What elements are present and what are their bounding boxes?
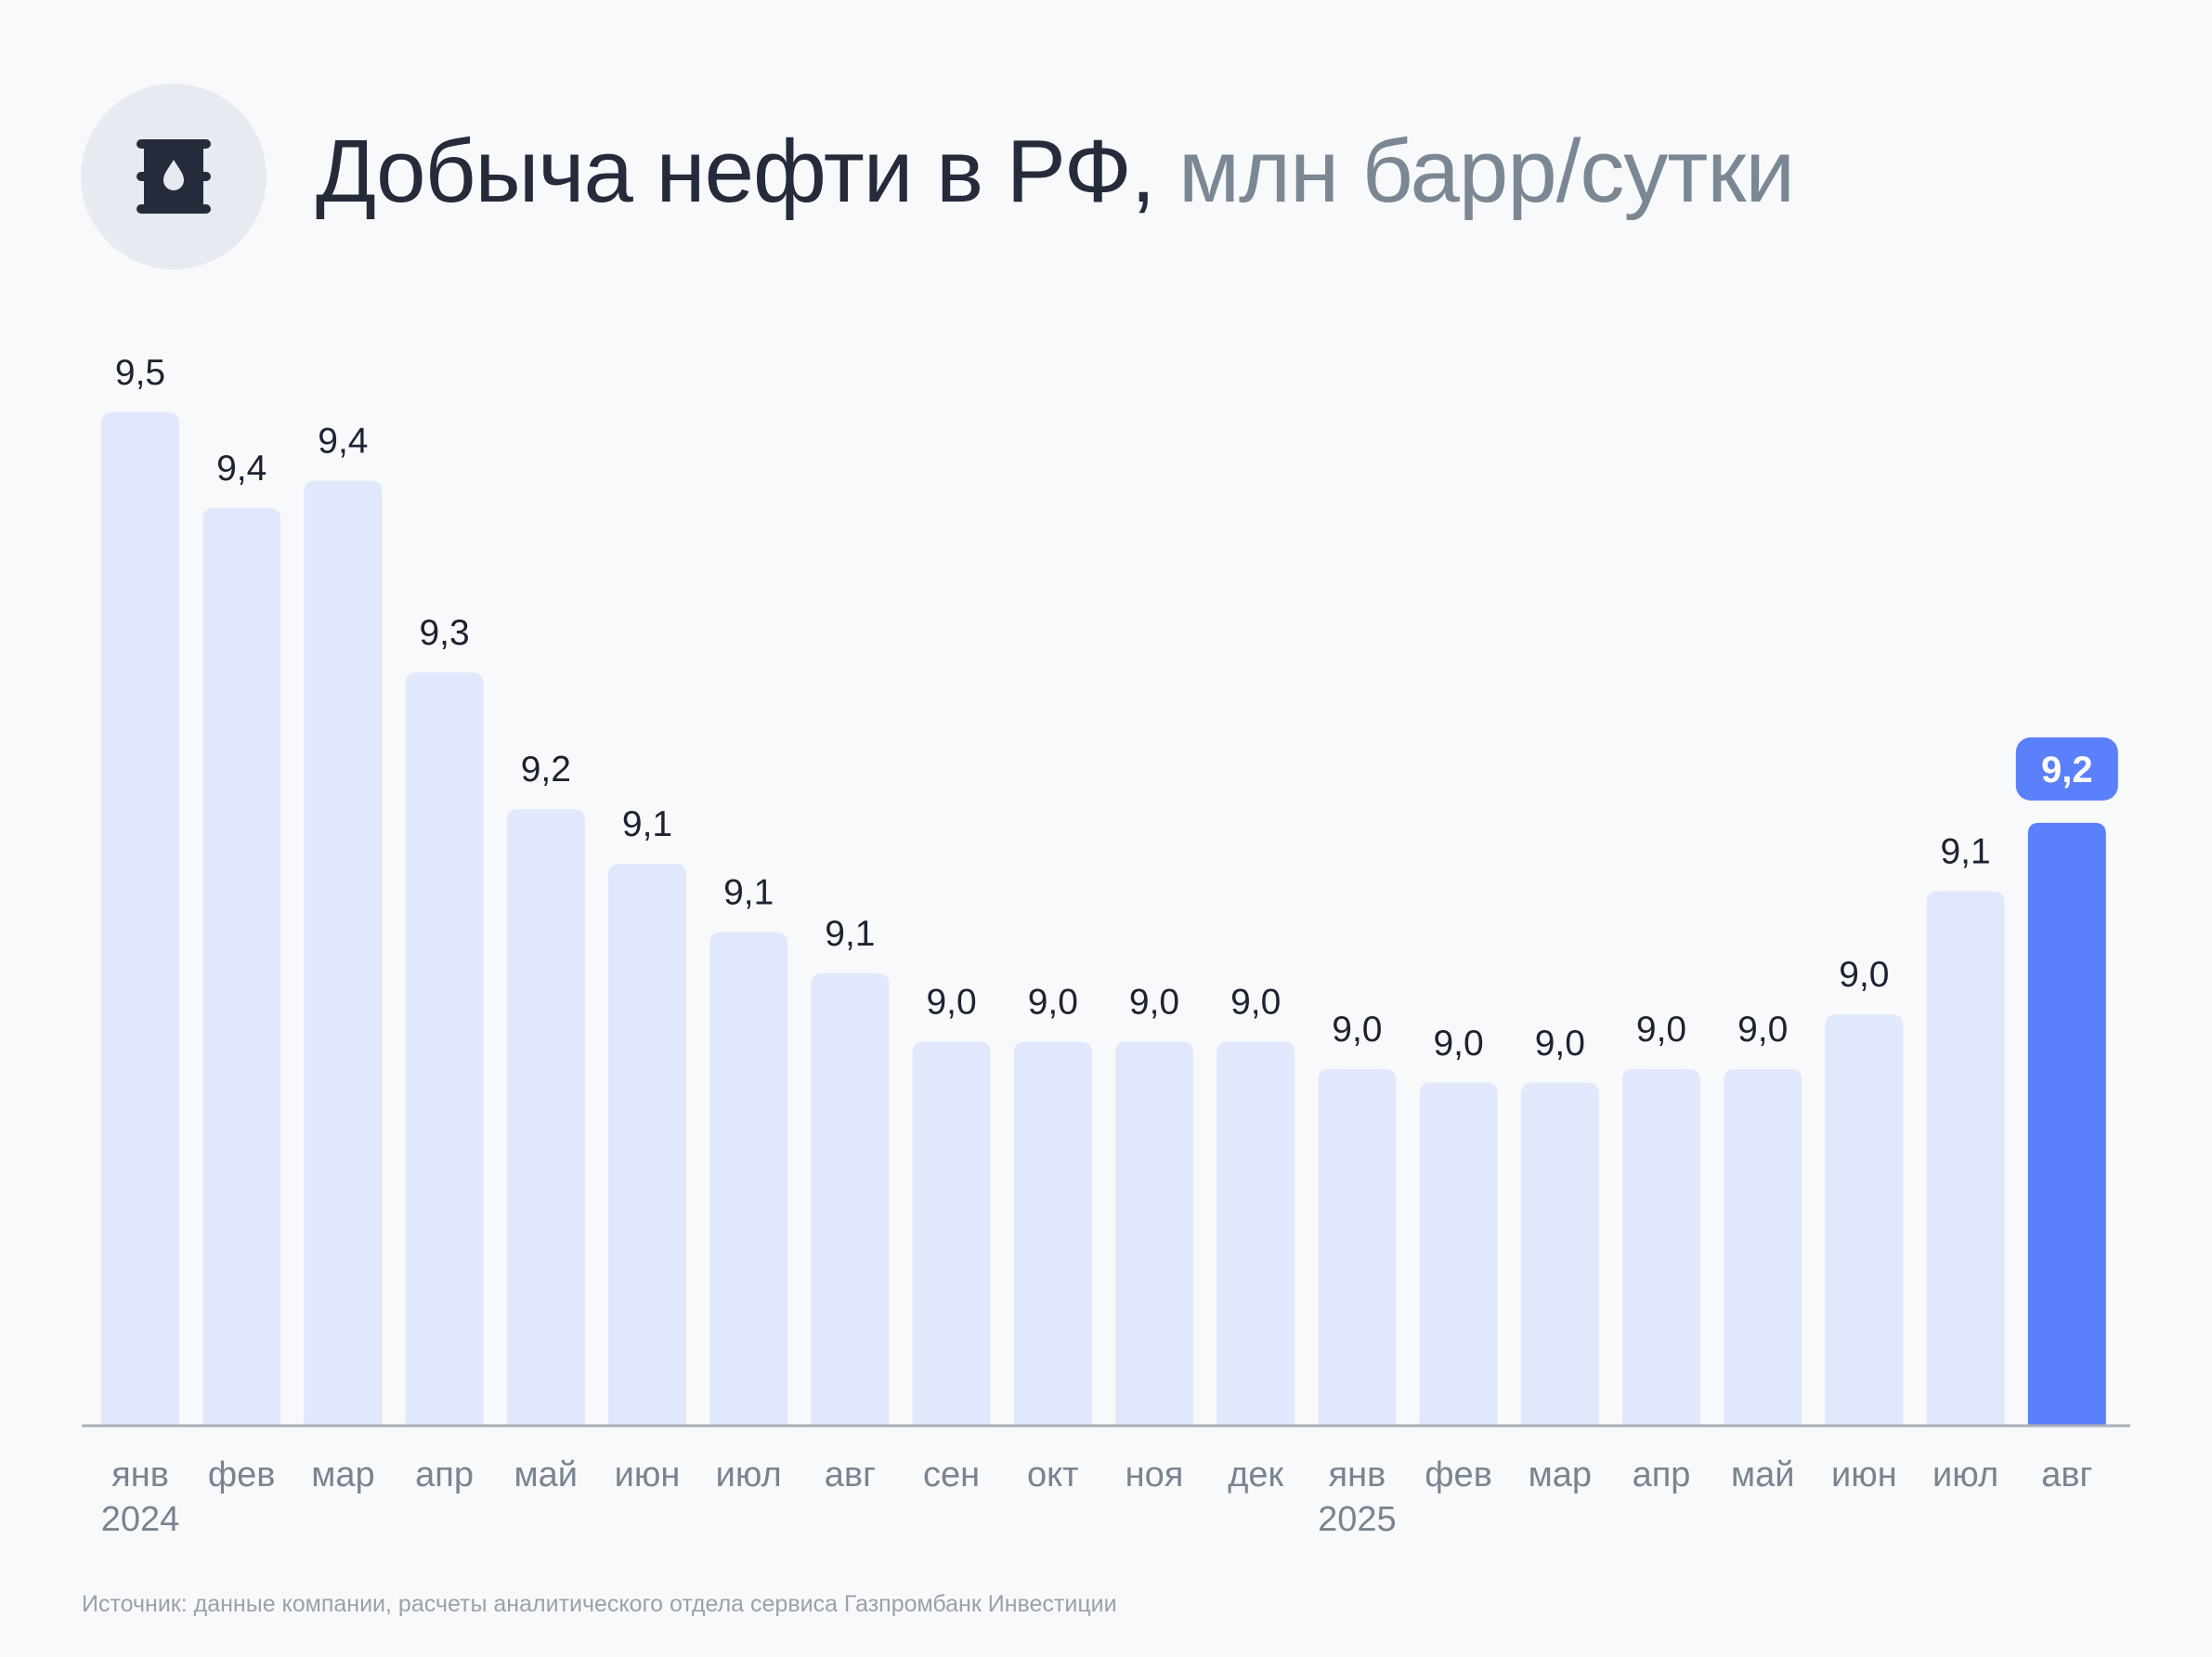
x-tick-label: янв	[111, 1455, 169, 1494]
data-label: 9,0	[1433, 1024, 1483, 1063]
bar	[1318, 1069, 1397, 1425]
bar	[101, 411, 179, 1426]
data-label: 9,0	[1636, 1010, 1686, 1050]
data-label: 9,0	[1230, 983, 1281, 1023]
bar	[1825, 1014, 1904, 1425]
x-tick-label: авг	[825, 1455, 876, 1494]
data-label: 9,0	[1129, 983, 1179, 1023]
bar	[811, 972, 890, 1425]
x-tick-label: авг	[2041, 1455, 2092, 1494]
bar-chart: 9,5 янв 9,4 фев 9,4 мар 9,3 апр 9,2 май 9,1 июн 9,1 и…	[82, 353, 2130, 1539]
data-label: 9,2	[521, 750, 571, 789]
data-label: 9,1	[723, 873, 774, 913]
x-tick-label: май	[1731, 1455, 1795, 1494]
x-tick-label: дек	[1228, 1455, 1283, 1494]
value-badge	[2015, 737, 2118, 801]
bar	[912, 1041, 991, 1425]
data-label: 9,3	[419, 613, 469, 653]
bar	[1419, 1082, 1498, 1425]
data-label: 9,5	[115, 353, 165, 393]
x-tick-label: июн	[615, 1455, 681, 1494]
x-tick-label: июн	[1831, 1455, 1897, 1494]
bar	[1217, 1041, 1295, 1425]
data-label: 9,1	[825, 914, 875, 954]
data-label: 9,0	[1028, 983, 1078, 1023]
oil-barrel-icon	[137, 139, 211, 214]
page-title: Добыча нефти в РФ, млн барр/сутки	[316, 121, 1795, 223]
bar	[1115, 1041, 1193, 1425]
x-tick-label: окт	[1027, 1455, 1079, 1494]
x-tick-label: апр	[1633, 1455, 1691, 1494]
bar	[1520, 1082, 1599, 1425]
data-label: 9,0	[1737, 1010, 1788, 1050]
bar	[709, 932, 788, 1425]
x-tick-label: апр	[415, 1455, 474, 1494]
data-label: 9,0	[1535, 1024, 1585, 1063]
data-label: 9,4	[318, 422, 368, 462]
data-label: 9,1	[622, 804, 672, 844]
x-tick-label: июл	[716, 1455, 782, 1494]
bar	[608, 864, 686, 1425]
x-tick-label: фев	[208, 1455, 276, 1494]
bar	[405, 672, 484, 1425]
icon-circle	[81, 84, 267, 269]
x-tick-label: май	[514, 1455, 579, 1494]
bar	[506, 809, 585, 1425]
x-tick-label: сен	[923, 1455, 980, 1494]
year-label: 2024	[101, 1500, 180, 1539]
x-tick-label: янв	[1329, 1455, 1386, 1494]
title-unit: млн барр/сутки	[1154, 122, 1795, 221]
x-tick-label: мар	[311, 1455, 374, 1494]
year-label: 2025	[1318, 1500, 1397, 1539]
x-tick-label: июл	[1932, 1455, 1998, 1494]
bar	[1926, 891, 2005, 1425]
data-label: 9,1	[1940, 832, 1990, 872]
source-note: Источник: данные компании, расчеты анали…	[82, 1591, 1117, 1617]
x-tick-label: фев	[1425, 1455, 1492, 1494]
title-main: Добыча нефти в РФ,	[316, 122, 1155, 221]
data-label: 9,0	[926, 983, 976, 1023]
bar	[202, 508, 281, 1425]
data-label: 9,0	[1839, 955, 1889, 995]
x-tick-label: ноя	[1126, 1455, 1184, 1494]
bar	[1622, 1069, 1700, 1425]
bar	[304, 480, 383, 1425]
bar	[1013, 1041, 1092, 1425]
data-label: 9,4	[216, 449, 267, 489]
data-label: 9,2	[2041, 750, 2093, 790]
bar	[2027, 822, 2106, 1425]
data-label: 9,0	[1332, 1010, 1382, 1050]
x-tick-label: мар	[1529, 1455, 1592, 1494]
bar	[1724, 1069, 1802, 1425]
